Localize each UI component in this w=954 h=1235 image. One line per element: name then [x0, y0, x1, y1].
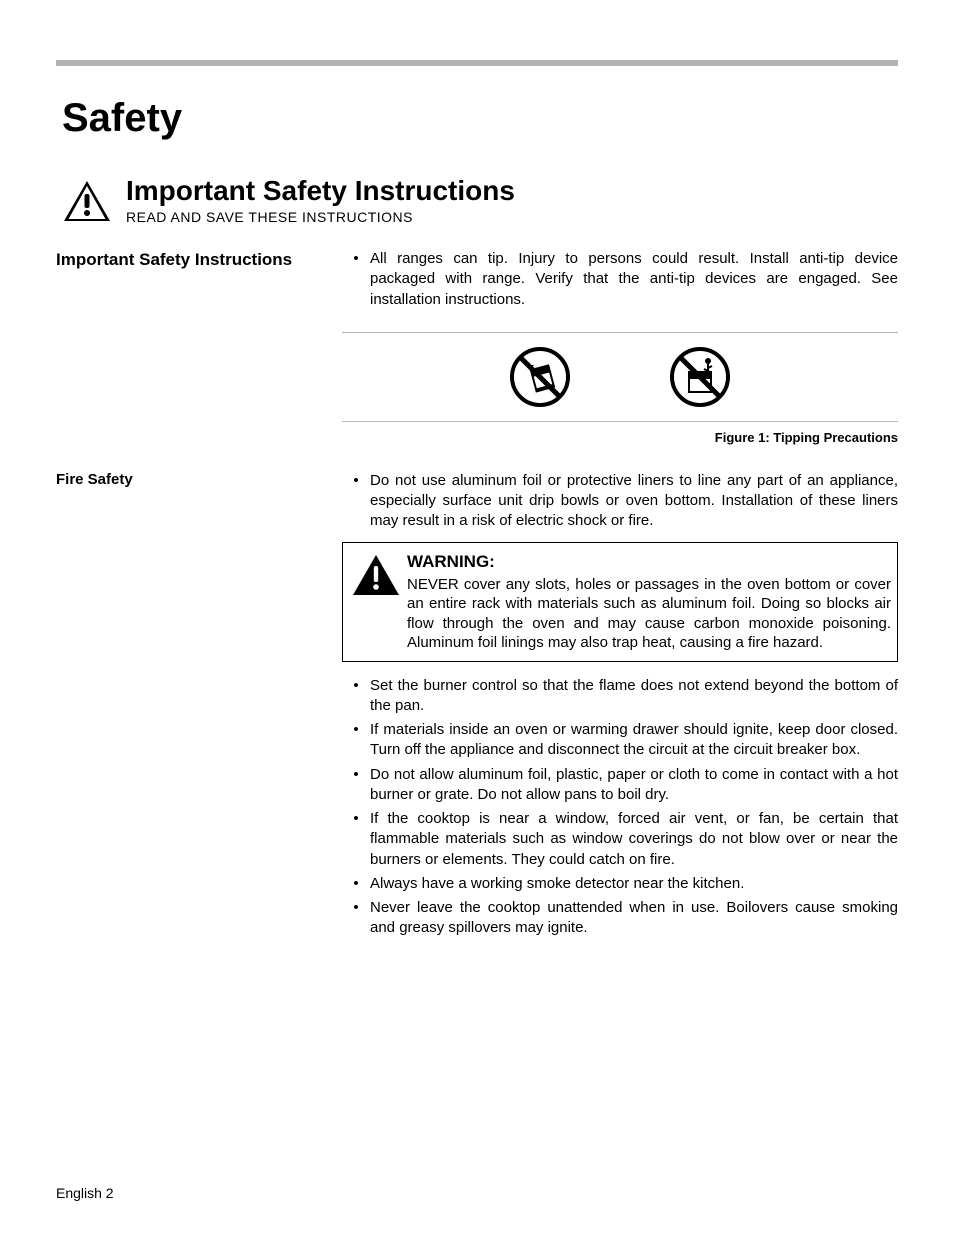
figure-tipping-precautions — [342, 332, 898, 422]
list-safety: • All ranges can tip. Injury to persons … — [342, 249, 898, 310]
top-rule — [56, 60, 898, 66]
side-heading-safety: Important Safety Instructions — [56, 249, 322, 270]
sub-header: Important Safety Instructions READ AND S… — [56, 175, 898, 225]
section-important-safety: Important Safety Instructions • All rang… — [56, 249, 898, 463]
list-item: • All ranges can tip. Injury to persons … — [342, 249, 898, 310]
list-item: •If materials inside an oven or warming … — [342, 720, 898, 761]
warning-box: WARNING: NEVER cover any slots, holes or… — [342, 542, 898, 662]
page-footer: English 2 — [56, 1185, 114, 1201]
warning-triangle-icon — [351, 551, 407, 653]
page-title: Safety — [62, 96, 898, 141]
list-item: •Do not allow aluminum foil, plastic, pa… — [342, 765, 898, 806]
list-item: •If the cooktop is near a window, forced… — [342, 809, 898, 870]
page: Safety Important Safety Instructions REA… — [0, 0, 954, 1235]
list-fire-before: • Do not use aluminum foil or protective… — [342, 471, 898, 532]
warning-triangle-icon — [62, 179, 112, 223]
list-item: •Always have a working smoke detector ne… — [342, 874, 898, 894]
list-item: • Do not use aluminum foil or protective… — [342, 471, 898, 532]
list-item: •Never leave the cooktop unattended when… — [342, 898, 898, 939]
do-not-tip-icon — [508, 345, 572, 409]
list-item: •Set the burner control so that the flam… — [342, 676, 898, 717]
side-heading-fire: Fire Safety — [56, 471, 322, 490]
section-title: Important Safety Instructions — [126, 175, 515, 207]
figure-caption: Figure 1: Tipping Precautions — [342, 430, 898, 445]
warning-title: WARNING: — [407, 551, 891, 573]
warning-body: NEVER cover any slots, holes or passages… — [407, 575, 891, 653]
section-fire-safety: Fire Safety • Do not use aluminum foil o… — [56, 471, 898, 943]
read-save-text: READ AND SAVE THESE INSTRUCTIONS — [126, 209, 515, 225]
list-fire-after: •Set the burner control so that the flam… — [342, 676, 898, 939]
do-not-stand-icon — [668, 345, 732, 409]
